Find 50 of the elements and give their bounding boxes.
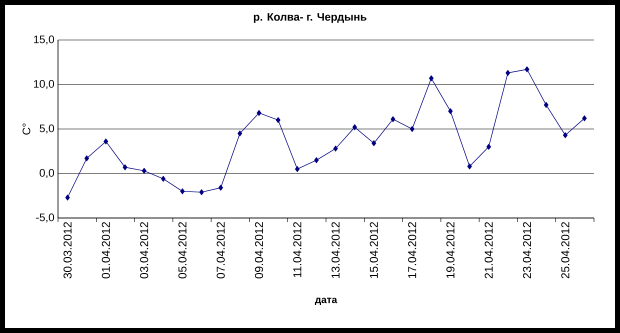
y-tick-label: -5,0 [36, 213, 54, 223]
point [314, 157, 319, 164]
point [390, 116, 396, 122]
point [486, 144, 492, 150]
point [65, 194, 70, 200]
x-tick-label: 17.04.2012 [408, 222, 416, 278]
point [352, 124, 358, 130]
x-tick-label: 30.03.2012 [64, 222, 72, 278]
x-tick-label: 21.04.2012 [484, 222, 493, 278]
y-tick-label: 0,0 [40, 168, 54, 178]
x-tick-label: 09.04.2012 [254, 222, 264, 278]
point [84, 155, 90, 162]
point [544, 102, 548, 108]
point [142, 168, 146, 174]
x-tick-label: 13.04.2012 [332, 222, 340, 278]
point [160, 176, 166, 182]
point [333, 146, 338, 152]
x-axis-title: дата [314, 298, 338, 306]
x-tick-label: 03.04.2012 [140, 222, 148, 278]
chart-title: р. Колва- г. Чердынь [254, 13, 366, 23]
point [524, 66, 530, 72]
y-tick-label: 15,0 [34, 35, 54, 45]
point [428, 75, 434, 82]
point [218, 184, 224, 191]
x-tick-label: 01.04.2012 [102, 222, 110, 278]
point [563, 132, 568, 138]
x-tick-label: 11.04.2012 [293, 222, 302, 278]
y-tick-label: 5,0 [40, 124, 54, 134]
point [238, 130, 242, 136]
x-tick-label: 15.04.2012 [370, 222, 378, 278]
x-tick-label: 19.04.2012 [446, 222, 454, 278]
point [506, 70, 510, 76]
point [294, 166, 300, 172]
point [467, 163, 472, 170]
point [180, 188, 185, 194]
y-tick-label: 10,0 [34, 80, 54, 90]
point [104, 138, 108, 144]
x-tick-label: 05.04.2012 [178, 222, 186, 278]
point [582, 115, 587, 122]
point [199, 189, 204, 196]
point [256, 110, 262, 116]
x-tick-label: 25.04.2012 [561, 222, 570, 278]
point [122, 164, 128, 170]
x-tick-label: 07.04.2012 [216, 222, 225, 278]
point [276, 117, 280, 124]
point [448, 108, 453, 114]
y-axis-title: С° [22, 124, 30, 135]
point [372, 140, 376, 146]
x-tick-label: 23.04.2012 [522, 222, 532, 278]
point [410, 126, 414, 132]
